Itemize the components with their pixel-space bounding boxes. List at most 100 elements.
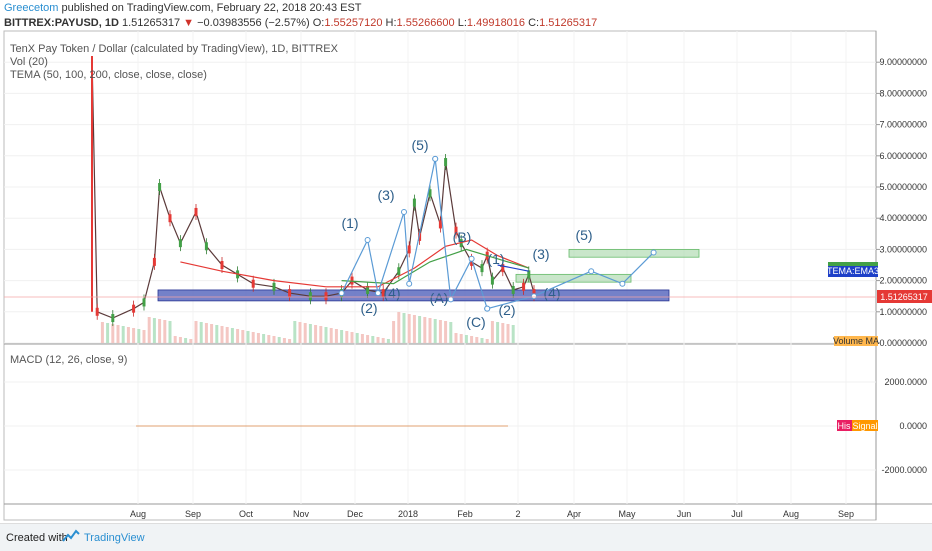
price-series bbox=[91, 55, 536, 327]
volume-bar bbox=[168, 321, 172, 343]
volume-bar bbox=[126, 327, 130, 343]
wave-node bbox=[375, 290, 381, 297]
candle-body bbox=[490, 276, 494, 285]
candle-body bbox=[532, 289, 536, 298]
volume-bar bbox=[412, 315, 416, 343]
ema-red-line bbox=[180, 239, 530, 288]
candle-body bbox=[381, 289, 385, 298]
down-arrow-icon: ▼ bbox=[183, 17, 195, 29]
macd-axis: 2000.0000 0.0000 -2000.0000 bbox=[881, 377, 927, 475]
chart-canvas[interactable]: (1)(3)(5)(2)(4) (A)(B)(C)(1)(2)(3)(4)(5) … bbox=[0, 30, 932, 523]
volume-bar bbox=[428, 318, 432, 343]
volume-bar bbox=[241, 330, 245, 343]
author-link[interactable]: Greecetom bbox=[4, 2, 59, 14]
macd-legend: MACD (12, 26, close, 9) bbox=[10, 354, 128, 366]
x-tick-label: May bbox=[618, 509, 636, 519]
y-tick-label: 7.00000000 bbox=[879, 120, 927, 130]
volume-bar bbox=[100, 322, 104, 343]
y-tick-label: 3.00000000 bbox=[879, 244, 927, 254]
volume-bar bbox=[355, 333, 359, 343]
volume-bar bbox=[381, 338, 385, 343]
macd-tick-label: 2000.0000 bbox=[884, 377, 927, 387]
wave-node bbox=[588, 268, 595, 275]
x-tick-label: Aug bbox=[130, 509, 146, 519]
tradingview-brand[interactable]: TradingView bbox=[84, 532, 145, 544]
symbol-line: BITTREX:PAYUSD, 1D 1.51265317 ▼ −0.03983… bbox=[4, 17, 597, 29]
volume-ma-text: Volume MA bbox=[833, 336, 879, 346]
y-tick-label: 5.00000000 bbox=[879, 182, 927, 192]
wave-node bbox=[531, 293, 537, 300]
volume-bar bbox=[303, 323, 307, 343]
volume-bar bbox=[459, 334, 463, 343]
zone-support bbox=[157, 289, 670, 302]
y-tick-label: 0.00000000 bbox=[879, 338, 927, 348]
volume-bar bbox=[470, 336, 474, 343]
candle-body bbox=[142, 298, 146, 307]
volume-bar bbox=[106, 323, 110, 343]
volume-bar bbox=[345, 331, 349, 343]
wave-label: (3) bbox=[532, 246, 549, 262]
volume-bar bbox=[386, 339, 390, 343]
volume-bar bbox=[189, 339, 193, 343]
volume-bar bbox=[334, 329, 338, 343]
wave-node bbox=[401, 208, 407, 215]
candle-body bbox=[412, 198, 416, 207]
volume-bar bbox=[371, 336, 375, 343]
x-tick-label: Sep bbox=[838, 509, 854, 519]
volume-bar bbox=[277, 337, 281, 343]
candle-body bbox=[111, 314, 115, 323]
volume-bar bbox=[314, 325, 318, 343]
ema-green-line bbox=[341, 248, 529, 285]
volume-bar bbox=[178, 337, 182, 343]
volume-ma-tag: Volume MA bbox=[833, 336, 879, 346]
volume-bar bbox=[360, 334, 364, 343]
wave-node bbox=[619, 280, 626, 287]
volume-bar bbox=[324, 327, 328, 343]
candle-body bbox=[418, 232, 422, 241]
candle-body bbox=[454, 226, 458, 235]
volume-bar bbox=[433, 319, 437, 343]
x-tick-label: 2018 bbox=[398, 509, 418, 519]
candle-body bbox=[324, 292, 328, 301]
x-tick-label: Sep bbox=[185, 509, 201, 519]
volume-bar bbox=[397, 312, 401, 343]
candle-body bbox=[527, 270, 531, 279]
low-label: L: bbox=[457, 17, 467, 29]
volume-bar bbox=[251, 332, 255, 343]
candle-body bbox=[158, 183, 162, 191]
candle-body bbox=[522, 282, 526, 291]
volume-bar bbox=[402, 313, 406, 343]
volume-bar bbox=[506, 324, 510, 343]
x-tick-label: 2 bbox=[515, 509, 520, 519]
x-tick-label: Oct bbox=[239, 509, 254, 519]
volume-bar bbox=[215, 325, 219, 343]
candle-body bbox=[459, 239, 463, 248]
volume-bar bbox=[184, 338, 188, 343]
volume-bar bbox=[137, 329, 141, 343]
volume-bar bbox=[485, 339, 489, 343]
ema-lines bbox=[180, 239, 530, 288]
volume-bar bbox=[293, 321, 297, 343]
volume-bar bbox=[111, 324, 115, 343]
volume-bar bbox=[418, 316, 422, 343]
created-with-text: Created with bbox=[6, 532, 68, 544]
wave-label: (A) bbox=[430, 290, 449, 306]
candle-body bbox=[350, 276, 354, 285]
candle-body bbox=[168, 214, 172, 223]
candle-body bbox=[204, 242, 208, 251]
symbol-name: BITTREX:PAYUSD, 1D bbox=[4, 17, 119, 29]
candle-body bbox=[470, 257, 474, 266]
price-grid bbox=[4, 31, 876, 504]
high-value: 1.55266600 bbox=[396, 17, 455, 29]
x-tick-label: Feb bbox=[457, 509, 473, 519]
hist-tag-text: His bbox=[838, 421, 851, 431]
volume-bar bbox=[392, 321, 396, 343]
wave-label: (3) bbox=[377, 187, 394, 203]
candle-body bbox=[220, 261, 224, 269]
volume-bar bbox=[480, 338, 484, 343]
volume-bar bbox=[308, 324, 312, 343]
last-price: 1.51265317 bbox=[121, 17, 181, 29]
x-tick-label: Aug bbox=[783, 509, 799, 519]
volume-bar bbox=[288, 339, 292, 343]
x-tick-label: Dec bbox=[347, 509, 364, 519]
